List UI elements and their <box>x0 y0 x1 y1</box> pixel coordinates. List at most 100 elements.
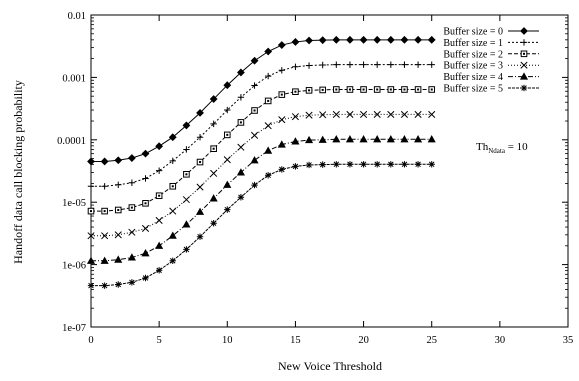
y-tick-label: 0.01 <box>68 11 86 22</box>
data-point <box>223 180 232 188</box>
data-point <box>128 204 136 211</box>
series-line <box>91 163 432 287</box>
data-point <box>183 170 190 178</box>
data-point <box>264 72 272 80</box>
data-point <box>414 135 423 143</box>
data-point <box>87 157 95 166</box>
data-point <box>264 146 273 154</box>
data-point <box>101 282 108 289</box>
data-point <box>155 241 164 249</box>
x-tick-label: 10 <box>222 335 233 346</box>
data-point <box>114 231 122 239</box>
data-point <box>278 116 286 124</box>
plot-frame <box>90 14 569 328</box>
data-point <box>427 35 436 44</box>
data-point <box>305 62 313 69</box>
data-point <box>182 121 191 130</box>
data-point <box>209 194 218 202</box>
x-tick-label: 5 <box>157 335 162 346</box>
data-point <box>182 220 191 228</box>
data-point <box>155 142 164 151</box>
series-line <box>91 138 432 262</box>
x-tick-label: 20 <box>358 335 369 346</box>
data-point <box>346 61 354 68</box>
data-point <box>333 161 340 168</box>
data-point <box>332 110 340 118</box>
series-line <box>91 113 432 237</box>
data-point <box>318 36 327 45</box>
data-point <box>400 35 409 44</box>
legend-label: Buffer size = 3 <box>443 61 503 72</box>
data-point <box>387 161 395 168</box>
legend-label: Buffer size = 4 <box>443 72 503 83</box>
data-point <box>155 216 163 225</box>
data-point <box>414 35 422 44</box>
data-point <box>114 206 122 214</box>
data-point <box>319 61 326 69</box>
data-point <box>292 88 299 95</box>
data-point <box>128 228 136 236</box>
data-point <box>373 135 382 143</box>
data-point <box>414 161 422 168</box>
data-point <box>86 256 96 264</box>
data-point <box>87 232 95 240</box>
data-point <box>386 135 395 143</box>
data-point <box>374 161 381 168</box>
data-point <box>251 82 258 89</box>
data-point <box>400 135 409 143</box>
legend-marker <box>520 27 528 35</box>
data-point <box>237 94 245 101</box>
data-point <box>305 161 313 169</box>
data-point <box>428 161 435 168</box>
data-point <box>346 86 354 93</box>
data-point <box>414 110 422 118</box>
series-1 <box>87 61 435 190</box>
data-point <box>142 175 149 182</box>
data-point <box>223 156 231 164</box>
data-point <box>251 107 258 114</box>
data-point <box>237 119 245 126</box>
data-point <box>319 86 326 94</box>
legend-marker <box>520 61 528 69</box>
legend-label: Buffer size = 0 <box>443 27 503 38</box>
data-point <box>115 281 122 288</box>
data-point <box>305 135 314 144</box>
legend-label: Buffer size = 1 <box>443 38 503 49</box>
x-tick-label: 15 <box>290 335 301 346</box>
data-point <box>169 257 176 265</box>
data-point <box>319 161 326 168</box>
data-point <box>223 81 232 90</box>
data-point <box>196 183 204 191</box>
data-point <box>305 36 313 45</box>
data-point <box>251 181 258 189</box>
data-point <box>414 86 422 93</box>
data-point <box>210 145 217 153</box>
y-axis-label: Handoff data call blocking probability <box>11 80 25 264</box>
data-point <box>360 86 367 93</box>
data-point <box>237 68 245 77</box>
data-point <box>101 183 108 190</box>
data-point <box>360 110 368 118</box>
data-point <box>142 274 149 282</box>
data-point <box>401 161 408 168</box>
data-point <box>278 166 285 173</box>
series-3 <box>87 110 436 240</box>
data-point <box>291 113 299 121</box>
legend-marker <box>520 50 528 58</box>
data-point <box>141 149 150 158</box>
data-point <box>128 279 136 286</box>
data-point <box>114 255 123 263</box>
series-line <box>91 39 432 162</box>
data-point <box>401 86 408 93</box>
legend-marker <box>520 84 528 92</box>
data-point <box>373 86 381 93</box>
data-point <box>359 35 368 44</box>
data-point <box>224 206 231 213</box>
data-point <box>128 179 136 186</box>
data-point <box>209 95 218 103</box>
data-point <box>224 106 231 114</box>
data-point <box>291 38 300 46</box>
data-point <box>346 110 354 118</box>
